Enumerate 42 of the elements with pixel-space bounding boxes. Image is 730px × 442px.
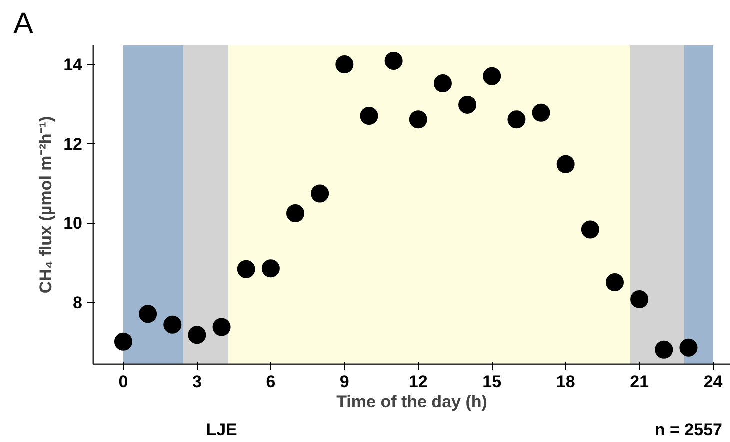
y-tick-label: 8	[73, 293, 83, 312]
point	[188, 326, 206, 344]
point	[434, 74, 452, 93]
point	[360, 107, 378, 126]
point	[311, 184, 330, 203]
x-tick-label: 18	[556, 372, 576, 392]
point	[483, 67, 502, 86]
point	[384, 52, 403, 70]
text: A	[14, 8, 34, 40]
point	[532, 104, 550, 122]
x-tick-label: 6	[266, 372, 276, 392]
point	[286, 204, 305, 223]
point	[237, 260, 256, 278]
y-tick-label: 14	[64, 56, 84, 75]
x-tick-label: 9	[340, 372, 350, 392]
point	[336, 56, 354, 74]
point	[556, 155, 575, 174]
x-tick-label: 21	[630, 372, 650, 392]
point	[212, 318, 231, 336]
point	[458, 96, 477, 114]
x-tick-label: 15	[482, 372, 502, 392]
point	[262, 260, 280, 278]
point	[680, 338, 698, 357]
y-tick-label: 12	[64, 134, 83, 154]
point	[139, 305, 158, 324]
text: n = 2557	[654, 420, 723, 440]
x-axis-title: Time of the day (h)	[336, 392, 488, 412]
x-tick-label: 3	[192, 372, 202, 392]
point	[508, 110, 526, 129]
point	[606, 273, 624, 292]
y-tick-label: 10	[64, 214, 83, 234]
point	[164, 316, 182, 334]
point	[655, 340, 674, 359]
point	[114, 332, 132, 351]
text: LJE	[206, 420, 238, 440]
x-tick-label: 24	[704, 372, 724, 392]
point	[581, 220, 600, 239]
x-tick-label: 12	[408, 372, 428, 392]
point	[409, 110, 428, 129]
x-tick-label: 0	[118, 372, 128, 392]
y-axis-title: CH₄ flux (µmol m⁻²h⁻¹)	[36, 116, 56, 294]
point	[630, 290, 649, 308]
